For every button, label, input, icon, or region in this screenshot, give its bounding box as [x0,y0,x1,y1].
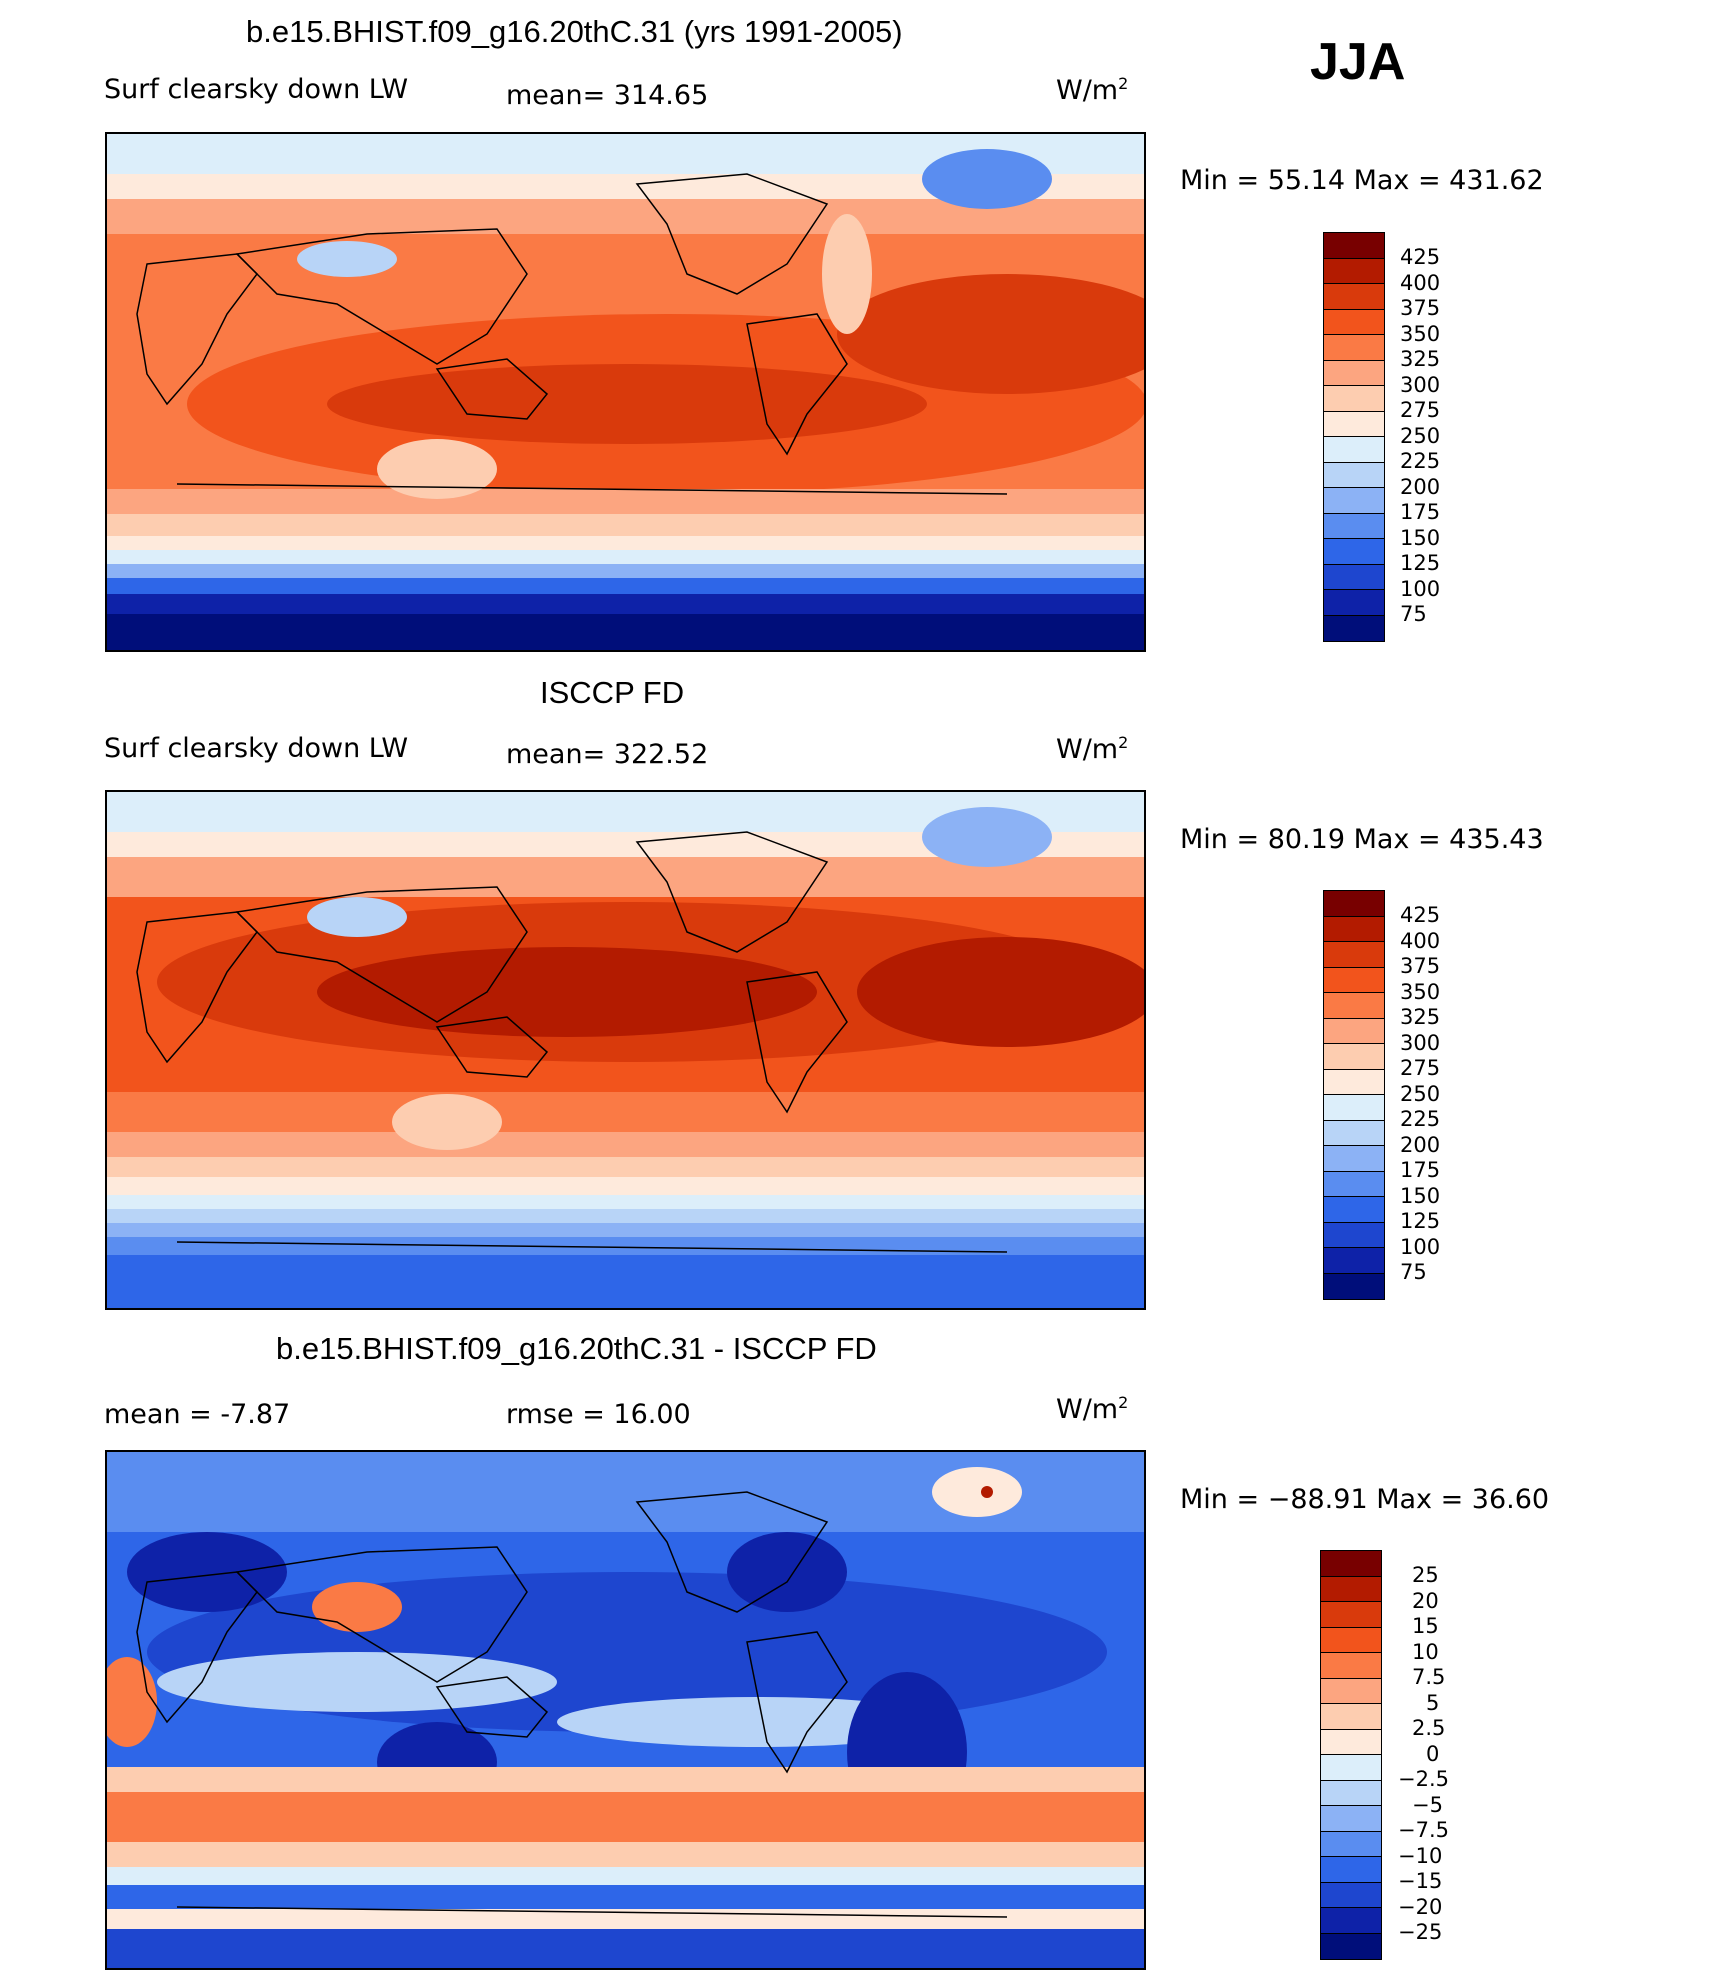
colorbar-label: 425 [1400,245,1441,269]
colorbar-label: 425 [1400,903,1441,927]
colorbar-label: 275 [1400,398,1441,422]
mean-label: mean= 314.65 [506,80,709,111]
colorbar-label: 200 [1400,474,1441,499]
colorbar-label: 400 [1400,928,1441,953]
colorbar-label: 100 [1400,1234,1441,1259]
colorbar-label: 350 [1400,979,1441,1004]
units-label: W/m2 [1056,1393,1129,1425]
colorbar-label: 300 [1400,1030,1441,1055]
colorbar-label: 150 [1400,1183,1441,1208]
colorbar-label: 5 [1426,1690,1440,1715]
colorbar-label: 325 [1400,1005,1441,1029]
colorbar-label: 250 [1400,1081,1441,1106]
colorbar-label: 0 [1426,1741,1440,1766]
panel-title: b.e15.BHIST.f09_g16.20thC.31 (yrs 1991-2… [246,14,903,49]
colorbar-label: −25 [1398,1920,1443,1944]
colorbar-label: −5 [1412,1792,1443,1817]
colorbar-label: 225 [1400,449,1441,473]
mean-label: mean= 322.52 [506,739,709,770]
units-label: W/m2 [1056,733,1129,765]
colorbar-label: 150 [1400,525,1441,550]
units-label: W/m2 [1056,74,1129,106]
colorbar-label: 275 [1400,1056,1441,1080]
colorbar-label: 300 [1400,372,1441,397]
map-obs [105,790,1146,1310]
colorbar-label: −2.5 [1398,1767,1449,1791]
colorbar-label: 10 [1412,1639,1439,1664]
colorbar-label: 100 [1400,576,1441,601]
variable-label: Surf clearsky down LW [104,733,409,764]
colorbar-label: 200 [1400,1132,1441,1157]
colorbar-label: 375 [1400,296,1441,320]
colorbar-diff [1320,1550,1382,1960]
minmax-label: Min = 55.14 Max = 431.62 [1180,165,1544,196]
rmse-label: rmse = 16.00 [506,1399,691,1430]
colorbar-label: 125 [1400,1209,1441,1233]
colorbar-label: 325 [1400,347,1441,371]
map-model [105,132,1146,652]
colorbar-label: 2.5 [1412,1716,1446,1740]
variable-label: Surf clearsky down LW [104,74,409,105]
colorbar-label: 75 [1400,602,1427,626]
colorbar-label: −7.5 [1398,1818,1449,1842]
colorbar-model [1323,232,1385,642]
colorbar-label: 250 [1400,423,1441,448]
colorbar-label: 175 [1400,1158,1441,1182]
season-label: JJA [1310,33,1406,91]
colorbar-label: 20 [1412,1588,1439,1613]
colorbar-label: 7.5 [1412,1665,1446,1689]
colorbar-obs [1323,890,1385,1300]
colorbar-label: 375 [1400,954,1441,978]
map-diff [105,1450,1146,1970]
colorbar-label: 225 [1400,1107,1441,1131]
colorbar-label: 25 [1412,1563,1439,1587]
colorbar-label: 125 [1400,551,1441,575]
colorbar-label: −10 [1398,1843,1443,1868]
panel-title: ISCCP FD [540,675,685,710]
colorbar-label: −20 [1398,1894,1443,1919]
diff-mean-label: mean = -7.87 [104,1399,291,1430]
colorbar-label: 350 [1400,321,1441,346]
panel-title: b.e15.BHIST.f09_g16.20thC.31 - ISCCP FD [276,1331,877,1366]
minmax-label: Min = −88.91 Max = 36.60 [1180,1484,1550,1515]
minmax-label: Min = 80.19 Max = 435.43 [1180,824,1544,855]
colorbar-label: 75 [1400,1260,1427,1284]
colorbar-label: 175 [1400,500,1441,524]
colorbar-label: 400 [1400,270,1441,295]
colorbar-label: −15 [1398,1869,1443,1893]
colorbar-label: 15 [1412,1614,1439,1638]
